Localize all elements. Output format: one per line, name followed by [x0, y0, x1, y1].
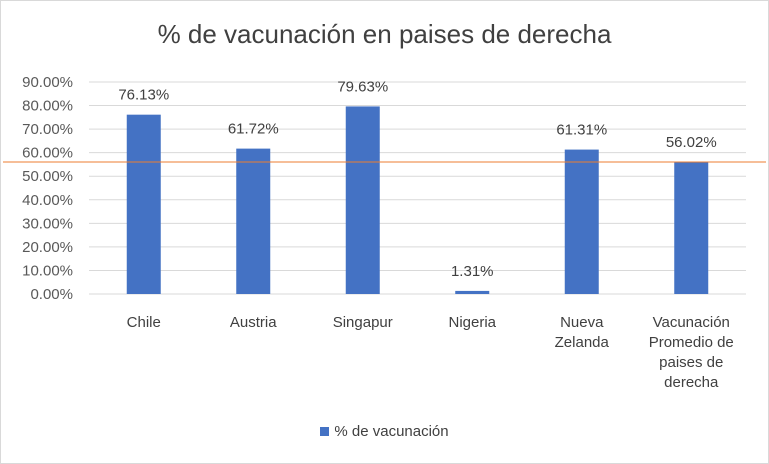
x-tick-label: Nueva	[560, 314, 604, 331]
bar	[674, 162, 709, 294]
y-tick-label: 50.00%	[22, 168, 73, 185]
y-tick-label: 40.00%	[22, 192, 73, 209]
x-tick-label: Zelanda	[555, 334, 610, 351]
data-label: 61.31%	[556, 122, 607, 139]
bar	[236, 148, 271, 294]
y-tick-label: 10.00%	[22, 262, 73, 279]
y-tick-label: 0.00%	[30, 286, 73, 303]
bar	[126, 114, 161, 294]
x-tick-label: Promedio de	[649, 334, 734, 351]
y-tick-label: 20.00%	[22, 239, 73, 256]
x-tick-label: Singapur	[333, 314, 393, 331]
data-label: 1.31%	[451, 263, 494, 280]
x-tick-label: Chile	[127, 314, 161, 331]
chart-title: % de vacunación en paises de derecha	[157, 19, 612, 49]
x-tick-label: Nigeria	[448, 314, 496, 331]
y-tick-label: 90.00%	[22, 74, 73, 91]
bar	[455, 290, 490, 294]
data-label: 76.13%	[118, 87, 169, 104]
data-label: 61.72%	[228, 121, 279, 138]
x-tick-label: Vacunación	[653, 314, 730, 331]
y-tick-label: 70.00%	[22, 121, 73, 138]
x-tick-label: paises de	[659, 354, 723, 371]
x-tick-label: Austria	[230, 314, 277, 331]
data-label: 56.02%	[666, 134, 717, 151]
data-label: 79.63%	[337, 78, 388, 95]
bar	[564, 149, 599, 294]
bar	[345, 106, 380, 294]
legend-label: % de vacunación	[334, 423, 449, 440]
y-tick-label: 30.00%	[22, 215, 73, 232]
y-tick-label: 60.00%	[22, 145, 73, 162]
legend-swatch	[320, 427, 330, 436]
x-tick-label: derecha	[664, 374, 719, 391]
y-tick-label: 80.00%	[22, 98, 73, 115]
legend: % de vacunación	[1, 423, 768, 440]
